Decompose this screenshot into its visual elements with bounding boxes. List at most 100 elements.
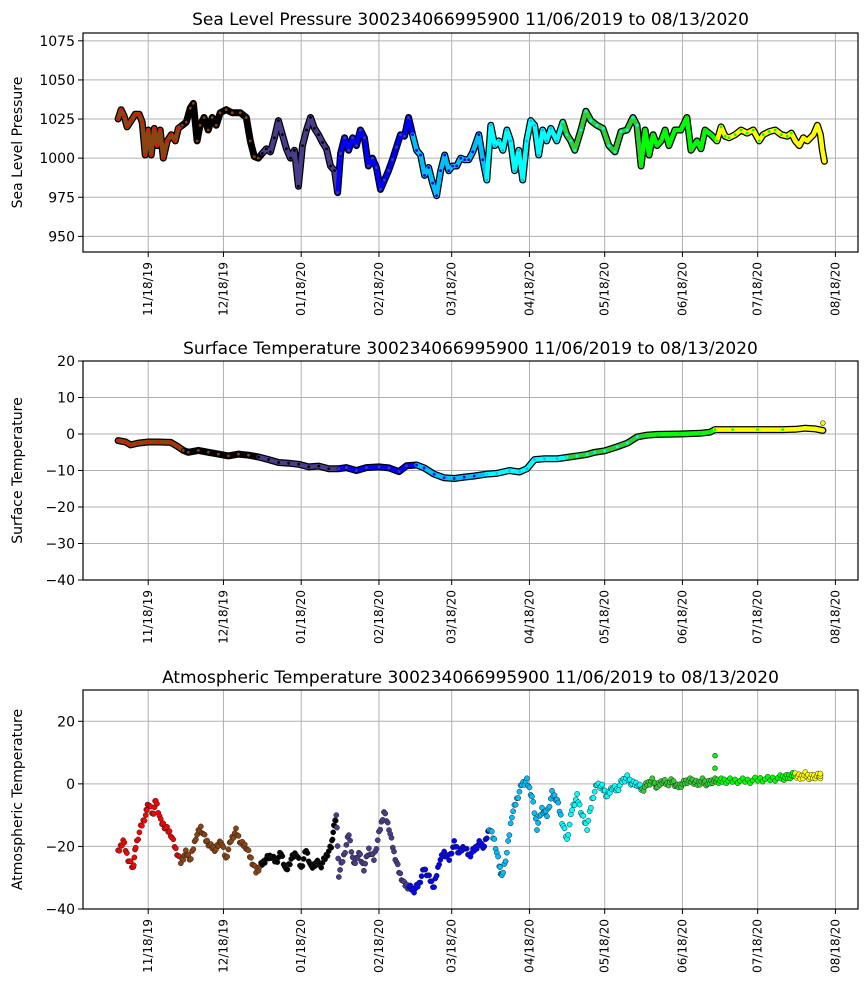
data-point: [526, 784, 533, 791]
data-point: [518, 470, 521, 474]
data-point: [342, 849, 348, 856]
data-point: [365, 466, 368, 469]
data-point: [495, 472, 499, 475]
x-tick-label: 12/18/19: [216, 919, 230, 973]
axes-frame: [82, 32, 859, 253]
x-tick-label: 12/18/19: [216, 262, 230, 316]
data-point: [227, 454, 230, 458]
data-point: [507, 469, 511, 472]
data-point: [165, 139, 169, 143]
data-point: [591, 788, 598, 795]
data-point: [391, 848, 397, 855]
data-point: [695, 139, 699, 143]
data-point: [639, 164, 643, 168]
data-point: [584, 827, 590, 833]
data-point: [530, 798, 537, 805]
month-segment: [560, 108, 644, 169]
data-point: [248, 854, 254, 861]
month-segment: [714, 124, 798, 144]
axes-frame: [82, 689, 859, 910]
data-point: [129, 119, 133, 122]
data-point: [207, 450, 210, 454]
data-point: [813, 427, 817, 431]
data-point: [220, 844, 227, 851]
data-point: [198, 123, 202, 127]
data-point: [432, 472, 436, 476]
data-point: [237, 452, 240, 456]
data-point: [373, 845, 380, 852]
data-point: [363, 136, 366, 140]
data-point: [575, 454, 579, 458]
data-point: [442, 476, 446, 480]
x-tick-label: 06/18/20: [675, 919, 689, 973]
data-point: [555, 799, 562, 806]
data-point: [509, 139, 513, 143]
data-point: [555, 139, 559, 143]
data-point: [533, 123, 537, 127]
data-point: [383, 178, 386, 182]
data-point: [182, 847, 189, 854]
data-point: [217, 452, 220, 456]
chart-title: Atmospheric Temperature 300234066995900 …: [162, 668, 779, 688]
data-point: [463, 158, 467, 162]
x-tick-label: 11/18/19: [141, 262, 155, 316]
y-axis-label: Sea Level Pressure: [10, 77, 26, 209]
data-point: [443, 153, 447, 157]
data-point: [651, 133, 655, 137]
data-point: [191, 101, 195, 105]
y-axis-label: Atmospheric Temperature: [10, 709, 26, 890]
data-point: [655, 432, 659, 436]
data-point: [397, 470, 401, 473]
data-point: [328, 844, 335, 851]
data-point: [529, 793, 535, 800]
data-point: [124, 440, 128, 444]
data-point: [713, 428, 717, 432]
data-point: [497, 139, 501, 143]
data-point: [815, 123, 819, 127]
data-point: [647, 153, 651, 157]
data-point: [387, 466, 391, 470]
y-tick-label: 1000: [39, 151, 75, 167]
data-point: [122, 114, 126, 118]
data-point: [405, 464, 408, 468]
data-point: [164, 823, 170, 830]
data-point: [541, 128, 545, 132]
y-tick-label: 975: [48, 190, 75, 206]
data-point: [544, 813, 550, 820]
data-point: [185, 851, 192, 858]
data-point: [439, 169, 443, 173]
data-point: [214, 123, 218, 127]
data-point: [512, 801, 519, 808]
data-point: [172, 845, 179, 852]
data-point: [431, 884, 437, 890]
data-point: [727, 136, 731, 140]
data-point: [124, 850, 130, 856]
data-point: [435, 194, 439, 198]
data-point: [670, 778, 677, 784]
data-point: [125, 125, 129, 129]
data-point: [485, 178, 489, 182]
data-point: [351, 136, 355, 140]
data-point: [127, 858, 134, 865]
data-point: [529, 119, 533, 122]
data-point: [233, 825, 239, 832]
data-point: [703, 128, 707, 132]
data-point: [535, 820, 542, 826]
data-point: [187, 856, 194, 862]
data-point: [264, 147, 268, 151]
data-point: [781, 428, 785, 432]
data-point: [155, 144, 159, 148]
data-point: [354, 469, 358, 472]
data-point: [160, 820, 167, 827]
data-point: [513, 169, 517, 173]
data-point: [607, 144, 611, 148]
data-point: [224, 108, 228, 112]
y-tick-label: −20: [45, 839, 75, 855]
data-point: [779, 133, 783, 137]
data-point: [344, 466, 348, 469]
data-point: [343, 842, 350, 848]
data-point: [433, 872, 440, 879]
data-point: [565, 133, 569, 137]
month-segment: [793, 425, 826, 433]
y-tick-label: 20: [57, 354, 75, 370]
